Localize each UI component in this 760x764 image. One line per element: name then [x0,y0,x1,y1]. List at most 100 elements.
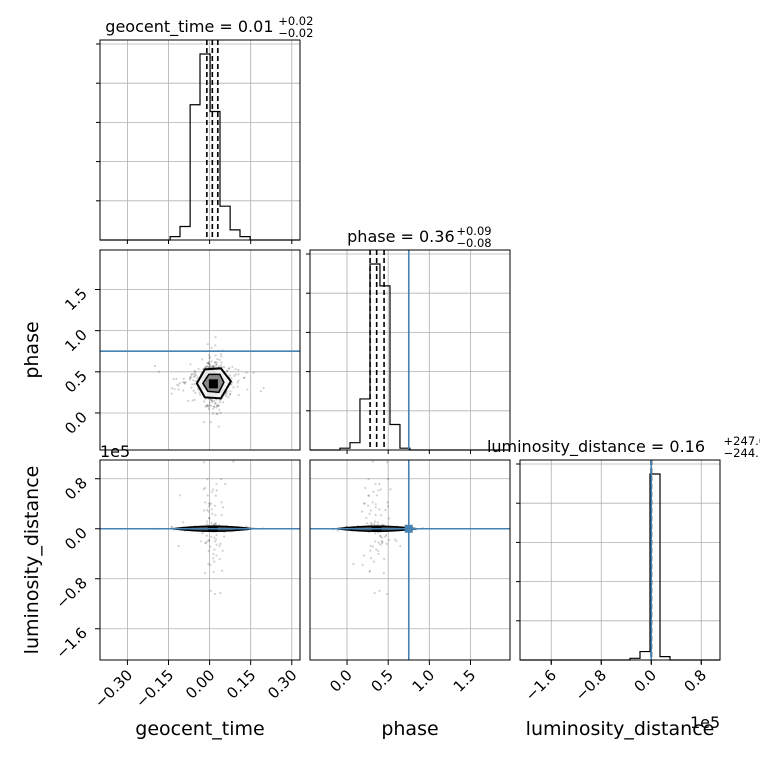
scatter-point [374,513,377,517]
scatter-luminosity_distance-phase-frame [309,459,511,661]
scatter-point [379,534,382,537]
ytick-label-luminosity_distance: 0.0 [61,524,91,554]
scatter-point [178,494,181,497]
scatter-point [213,405,216,408]
scatter-point [214,364,218,367]
scatter-point [371,501,374,504]
scatter-point [219,353,223,356]
scatter-point [217,404,220,407]
scatter-point [194,380,197,383]
scatter-point [386,501,389,504]
x-axis-title-phase: phase [381,718,438,740]
scatter-point [206,361,209,365]
scatter-point [210,398,213,401]
scatter-point [210,521,213,525]
scatter-point [215,543,218,546]
scatter-point [379,514,383,517]
scatter-point [218,358,221,361]
scatter-point [381,523,384,526]
scatter-point [207,539,210,543]
scatter-point [384,535,387,538]
scatter-point [220,361,223,364]
scatter-point [207,510,210,513]
scatter-point [388,538,391,542]
scatter-point [208,364,211,367]
scatter-point [204,501,207,504]
scatter-point [371,460,374,463]
scatter-point [374,506,377,509]
scatter-point [387,478,390,481]
scatter-point [208,403,211,406]
scatter-point [213,540,216,543]
scatter-point [242,376,246,380]
scatter-point [215,406,218,409]
scatter-point [214,514,217,517]
scatter-point [229,392,232,395]
xtick-label-phase: 0.5 [367,666,397,696]
scatter-point [226,369,229,372]
scatter-point [207,407,210,411]
panel-title-minus-phase: −0.08 [456,236,491,250]
scatter-point [385,533,388,537]
scatter-point [378,482,381,486]
histogram-luminosity_distance-frame [519,459,721,661]
scatter-point [217,453,219,455]
panel-title-luminosity_distance: luminosity_distance = 0.16 [487,437,705,457]
scatter-point [210,399,213,402]
scatter-point [218,401,222,404]
scatter-luminosity_distance-geocent_time-frame [99,459,301,661]
scatter-point [206,494,209,497]
scatter-point [364,486,367,490]
scatter-point [219,542,222,545]
scatter-point [203,572,207,575]
ytick-label-phase: 0.0 [61,408,91,438]
scatter-point [194,371,197,374]
scatter-point [216,358,219,361]
scatter-point [203,421,206,424]
scatter-point [212,366,215,369]
scatter-point [389,488,392,491]
scatter-point [226,390,229,393]
scatter-point [205,520,209,523]
scatter-point [385,542,388,545]
scatter-point [214,402,217,405]
scatter-point [207,502,210,505]
scatter-point [210,508,213,511]
scatter-point [371,545,374,548]
scatter-point [377,552,380,556]
scatter-point [205,403,209,406]
scatter-point [210,360,213,363]
scatter-point [216,412,219,416]
truth-marker [404,524,413,533]
scatter-point [221,569,224,572]
scatter-point [373,522,376,525]
scatter-point [205,534,208,537]
scatter-point [374,503,377,506]
scatter-point [195,374,198,377]
scatter-point [210,346,213,349]
scatter-point [374,540,377,543]
scatter-point [209,502,213,505]
panel-title-plus-luminosity_distance: +247.00 [724,434,760,448]
scatter-point [246,388,249,391]
scatter-point [207,549,210,553]
xtick-label-geocent_time: −0.30 [91,666,136,711]
scatter-point [375,494,379,497]
scatter-point [207,516,210,520]
xtick-label-luminosity_distance: 0.8 [680,666,710,696]
scatter-point [224,482,227,486]
scatter-point [209,563,212,566]
scatter-point [369,549,372,552]
scatter-point [214,494,217,497]
scatter-point [213,361,217,364]
scatter-point [213,504,216,507]
scatter-point [212,557,215,560]
scatter-point [393,538,396,541]
scatter-point [225,392,228,396]
scatter-point [387,517,391,520]
scatter-point [214,336,217,339]
scatter-point [369,544,372,548]
scatter-point [190,386,193,389]
scatter-point [210,490,213,493]
scatter-point [219,364,223,367]
